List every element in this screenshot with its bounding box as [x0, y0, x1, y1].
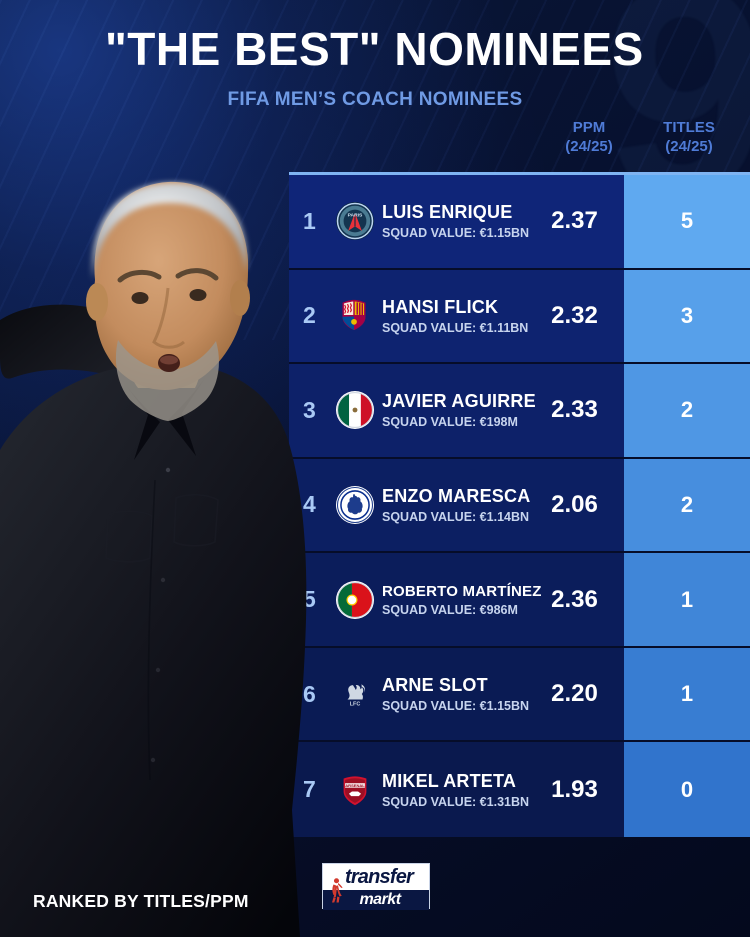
svg-text:PARIS: PARIS [348, 213, 363, 219]
svg-text:ARSENAL: ARSENAL [345, 783, 365, 788]
svg-text:LFC: LFC [350, 702, 361, 708]
